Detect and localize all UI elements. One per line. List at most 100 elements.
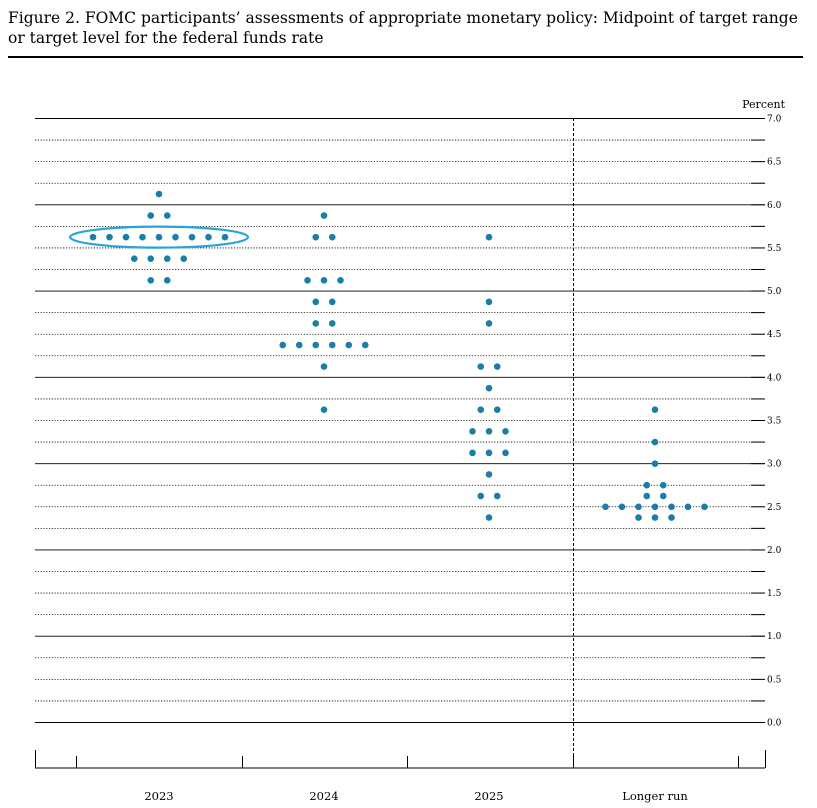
x-tick-label: 2023	[144, 789, 173, 803]
dot-point	[485, 471, 493, 478]
highlight-ellipse	[68, 225, 250, 249]
dot-point	[485, 233, 493, 241]
dot-point	[312, 233, 320, 241]
dot-point	[328, 298, 336, 306]
figure-title-line-1: Figure 2. FOMC participants’ assessments…	[8, 9, 798, 27]
dot-point	[163, 212, 171, 219]
dot-point	[155, 190, 163, 198]
dot-point	[295, 341, 303, 349]
dot-point	[477, 492, 485, 500]
dot-point	[477, 406, 485, 414]
grid-lines	[35, 118, 765, 723]
dot-point	[493, 406, 501, 414]
dot-point	[635, 503, 642, 511]
dot-point	[493, 492, 501, 500]
dot-point	[320, 363, 328, 370]
y-tick-label: 5.0	[767, 287, 782, 297]
dot-point	[147, 276, 155, 284]
dot-point	[469, 427, 476, 435]
dot-point	[304, 276, 311, 284]
dot-point	[485, 449, 493, 457]
dot-point	[602, 503, 609, 511]
dot-point	[502, 449, 509, 457]
dot-point	[122, 233, 130, 241]
dot-point	[320, 276, 328, 284]
dot-point	[643, 492, 651, 500]
dot-point	[279, 341, 287, 349]
dot-point	[320, 212, 328, 219]
y-tick-label: 4.5	[767, 330, 782, 340]
dot-point	[155, 233, 163, 241]
dot-point	[643, 481, 651, 489]
dot-point	[668, 514, 675, 521]
y-tick-label: 7.0	[767, 115, 782, 125]
dot-point	[345, 341, 353, 349]
y-tick-label: 4.0	[767, 373, 782, 383]
dot-point	[147, 212, 155, 219]
dot-point	[337, 276, 344, 284]
y-tick-label: 2.5	[767, 503, 782, 513]
dot-point	[493, 363, 501, 370]
dot-point	[659, 492, 667, 500]
dot-point	[188, 233, 196, 241]
y-tick-label: 5.5	[767, 244, 782, 254]
dot-point	[477, 363, 485, 370]
dot-point	[485, 514, 493, 521]
dot-point	[328, 341, 336, 349]
y-tick-label: 0.5	[767, 675, 782, 685]
dot-point	[485, 427, 493, 435]
dot-point	[312, 320, 320, 327]
dot-point	[312, 298, 320, 306]
dot-point	[163, 255, 171, 263]
dot-point	[312, 341, 320, 349]
dots-layer	[89, 190, 708, 521]
y-tick-label: 1.5	[767, 589, 782, 599]
dot-point	[89, 233, 97, 241]
dot-point	[205, 233, 212, 241]
y-axis-label: Percent	[742, 98, 785, 111]
dot-point	[659, 481, 667, 489]
y-tick-label: 1.0	[767, 632, 782, 642]
y-tick-label: 6.0	[767, 201, 782, 211]
y-tick-label: 2.0	[767, 546, 782, 556]
dot-point	[668, 503, 675, 511]
dot-point	[502, 427, 509, 435]
y-tick-label: 6.5	[767, 158, 782, 168]
dot-point	[701, 503, 708, 511]
axes: 0.0 0.5 1.0 1.5 2.0 2.5 3.0 3.5 4.0 4.5 5.0 5.5 6.0 6…	[35, 115, 782, 803]
dot-point	[106, 233, 113, 241]
dot-point	[485, 298, 493, 306]
dot-point	[684, 503, 692, 511]
dot-point	[361, 341, 369, 349]
dot-point	[635, 514, 642, 521]
dot-point	[320, 406, 328, 414]
dot-point	[651, 514, 659, 521]
dot-point	[651, 460, 659, 467]
dot-point	[172, 233, 179, 241]
dot-point	[485, 320, 493, 327]
y-tick-label: 3.0	[767, 460, 782, 470]
dot-point	[328, 320, 336, 327]
x-tick-label: Longer run	[622, 789, 688, 803]
highlight-layer	[68, 225, 250, 249]
dot-point	[180, 255, 188, 263]
dot-point	[469, 449, 476, 457]
figure-title: Figure 2. FOMC participants’ assessments…	[8, 8, 808, 48]
dot-point	[130, 255, 138, 263]
dot-point	[651, 503, 659, 511]
x-tick-label: 2025	[474, 789, 503, 803]
dot-point	[147, 255, 155, 263]
dot-point	[163, 276, 171, 284]
y-tick-label: 0.0	[767, 719, 782, 729]
dot-point	[328, 233, 336, 241]
x-tick-label: 2024	[309, 789, 338, 803]
dot-point	[618, 503, 626, 511]
dot-point	[485, 384, 493, 392]
dot-point	[139, 233, 146, 241]
dot-point	[651, 438, 659, 446]
dot-point	[651, 406, 659, 414]
figure-title-line-2: or target level for the federal funds ra…	[8, 29, 324, 47]
title-rule	[8, 56, 803, 58]
y-tick-label: 3.5	[767, 417, 782, 427]
